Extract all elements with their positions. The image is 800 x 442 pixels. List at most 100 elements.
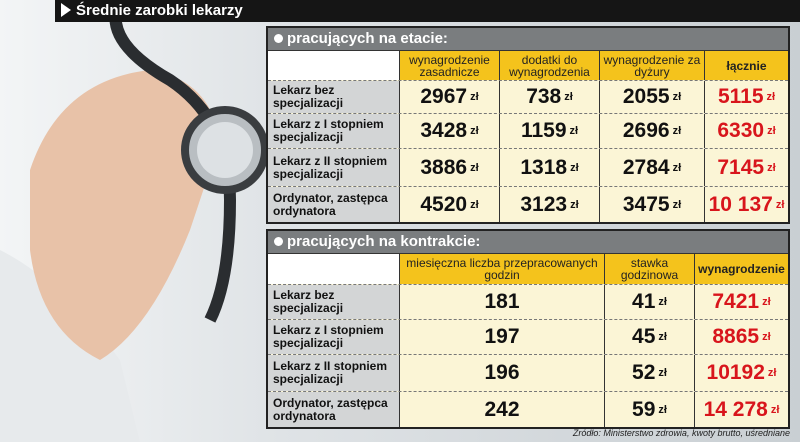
table-row: Lekarz z I stopniem specjalizacji 197 45 zł… <box>268 319 788 354</box>
currency-unit: zł <box>470 198 479 211</box>
currency-unit: zł <box>470 161 479 174</box>
value-cell: 7145 zł <box>704 149 788 186</box>
value: 4520 <box>420 192 468 216</box>
value: 3123 <box>520 192 568 216</box>
currency-unit: zł <box>672 161 682 174</box>
value: 2696 <box>622 119 670 142</box>
value-cell: 1159 zł <box>499 114 599 148</box>
table-row: Lekarz z II stopniem specjalizacji 3886 zł… <box>268 148 788 186</box>
value: 59 <box>632 397 656 421</box>
value: 52 <box>632 361 656 384</box>
currency-unit: zł <box>767 125 776 137</box>
currency-unit: zł <box>658 403 667 416</box>
value-cell: 10192 zł <box>694 355 788 391</box>
currency-unit: zł <box>658 331 667 343</box>
value-cell: 5115 zł <box>704 81 788 113</box>
infographic-title: Średnie zarobki lekarzy <box>55 0 800 22</box>
column-header: wynagrodzenie zasadnicze <box>399 51 499 80</box>
value: 7421 <box>712 290 760 313</box>
value: 41 <box>632 290 656 313</box>
value-cell: 8865 zł <box>694 320 788 354</box>
value-cell: 3428 zł <box>399 114 499 148</box>
section-header-kontrakt: pracujących na kontrakcie: <box>268 231 788 253</box>
value: 3428 <box>420 119 468 142</box>
value: 6330 <box>717 119 765 142</box>
bullet-icon <box>274 237 283 246</box>
table-row: Lekarz bez specjalizacji 2967 zł 738 zł 2055 z… <box>268 80 788 113</box>
section-header-etat: pracujących na etacie: <box>268 28 788 50</box>
value-cell: 4520 zł <box>399 187 499 222</box>
row-label: Lekarz z II stopniem specjalizacji <box>268 355 399 391</box>
value: 738 <box>526 85 562 108</box>
column-headers: wynagrodzenie zasadnicze dodatki do wyna… <box>268 50 788 80</box>
value: 196 <box>484 361 520 384</box>
currency-unit: zł <box>767 367 777 379</box>
table-kontrakt: pracujących na kontrakcie: miesięczna li… <box>266 229 790 429</box>
column-header: łącznie <box>704 51 788 80</box>
value: 5115 <box>717 85 764 108</box>
value-cell: 3475 zł <box>599 187 704 222</box>
row-label: Ordynator, zastępca ordynatora <box>268 187 399 222</box>
currency-unit: zł <box>658 367 667 379</box>
value: 3886 <box>420 155 468 179</box>
value-cell: 45 zł <box>604 320 694 354</box>
value-cell: 181 <box>399 285 604 319</box>
currency-unit: zł <box>570 198 579 211</box>
table-row: Lekarz bez specjalizacji 181 41 zł 7421 zł <box>268 284 788 319</box>
empty-header <box>268 51 399 80</box>
column-header: dodatki do wynagrodzenia <box>499 51 599 80</box>
currency-unit: zł <box>570 161 579 174</box>
value: 2967 <box>420 85 468 108</box>
value: 10 137 <box>708 192 773 216</box>
title-text: Średnie zarobki lekarzy <box>76 2 243 19</box>
value: 14 278 <box>703 397 768 421</box>
row-label: Lekarz bez specjalizacji <box>268 285 399 319</box>
value-cell: 7421 zł <box>694 285 788 319</box>
table-row: Lekarz z I stopniem specjalizacji 3428 zł 1… <box>268 113 788 148</box>
column-header: stawka godzinowa <box>604 254 694 284</box>
value-cell: 196 <box>399 355 604 391</box>
currency-unit: zł <box>569 125 579 137</box>
triangle-icon <box>61 3 71 17</box>
bullet-icon <box>274 34 283 43</box>
currency-unit: zł <box>672 91 682 103</box>
table-etat: pracujących na etacie: wynagrodzenie zas… <box>266 26 790 224</box>
currency-unit: zł <box>762 296 771 308</box>
table-row: Ordynator, zastępca ordynatora 242 59 zł 14 … <box>268 391 788 427</box>
value: 2055 <box>622 85 670 108</box>
column-headers: miesięczna liczba przepracowanych godzin… <box>268 253 788 284</box>
value: 2784 <box>622 155 670 179</box>
value: 1159 <box>520 119 567 142</box>
currency-unit: zł <box>672 198 682 211</box>
row-label: Lekarz z II stopniem specjalizacji <box>268 149 399 186</box>
row-label: Lekarz z I stopniem specjalizacji <box>268 320 399 354</box>
value: 1318 <box>520 155 568 179</box>
currency-unit: zł <box>762 331 771 343</box>
table-row: Lekarz z II stopniem specjalizacji 196 52 z… <box>268 354 788 391</box>
value: 8865 <box>712 325 760 348</box>
value-cell: 14 278 zł <box>694 392 788 427</box>
currency-unit: zł <box>767 161 776 174</box>
table-row: Ordynator, zastępca ordynatora 4520 zł 3123… <box>268 186 788 222</box>
value-cell: 2055 zł <box>599 81 704 113</box>
value-cell: 3123 zł <box>499 187 599 222</box>
value: 10192 <box>706 361 765 384</box>
column-header: miesięczna liczba przepracowanych godzin <box>399 254 604 284</box>
currency-unit: zł <box>672 125 682 137</box>
value-cell: 6330 zł <box>704 114 788 148</box>
value: 197 <box>484 325 520 348</box>
value: 242 <box>484 397 520 421</box>
value-cell: 52 zł <box>604 355 694 391</box>
column-header: wynagrodzenie <box>694 254 788 284</box>
section-label: pracujących na kontrakcie: <box>287 233 481 250</box>
value: 3475 <box>622 192 670 216</box>
value-cell: 3886 zł <box>399 149 499 186</box>
currency-unit: zł <box>470 125 479 137</box>
currency-unit: zł <box>470 91 479 103</box>
value-cell: 59 zł <box>604 392 694 427</box>
column-header: wynagrodzenie za dyżury <box>599 51 704 80</box>
value-cell: 242 <box>399 392 604 427</box>
value-cell: 2967 zł <box>399 81 499 113</box>
value: 181 <box>484 290 520 313</box>
row-label: Lekarz bez specjalizacji <box>268 81 399 113</box>
